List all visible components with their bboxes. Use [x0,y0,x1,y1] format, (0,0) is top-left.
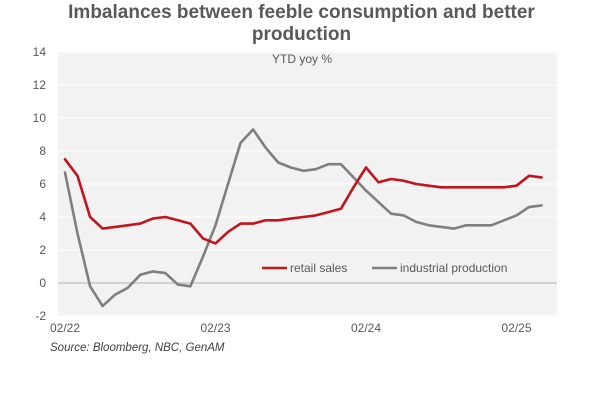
source-note: Source: Bloomberg, NBC, GenAM [50,342,225,354]
x-tick-label: 02/25 [501,321,531,335]
chart-title: Imbalances between feeble consumption an… [0,2,603,46]
series-line-retail-sales [63,158,543,245]
legend-label-retail-sales: retail sales [290,261,347,275]
y-tick-label: 12 [33,78,47,92]
chart-subtitle: YTD yoy % [272,52,332,66]
y-tick-label: 10 [33,111,47,125]
y-axis-ticks: -2 0 2 4 6 8 10 12 14 [33,45,47,323]
y-tick-label: 0 [39,276,46,290]
y-tick-label: 14 [33,45,47,59]
chart-title-line-1: Imbalances between feeble consumption an… [68,2,535,23]
y-tick-label: -2 [35,309,46,323]
x-tick-label: 02/23 [200,321,230,335]
y-tick-label: 6 [39,177,46,191]
y-tick-label: 2 [39,243,46,257]
x-tick-label: 02/24 [351,321,381,335]
y-tick-label: 8 [39,144,46,158]
x-tick-label: 02/22 [50,321,80,335]
series-line-industrial-production [63,128,543,308]
legend-label-industrial-production: industrial production [400,261,507,275]
y-tick-label: 4 [39,210,46,224]
legend: retail sales industrial production [262,261,507,275]
x-axis-ticks: 02/22 02/23 02/24 02/25 [50,321,532,335]
gridlines [58,51,557,317]
series-group [63,128,543,308]
chart-title-line-2: production [251,24,352,45]
